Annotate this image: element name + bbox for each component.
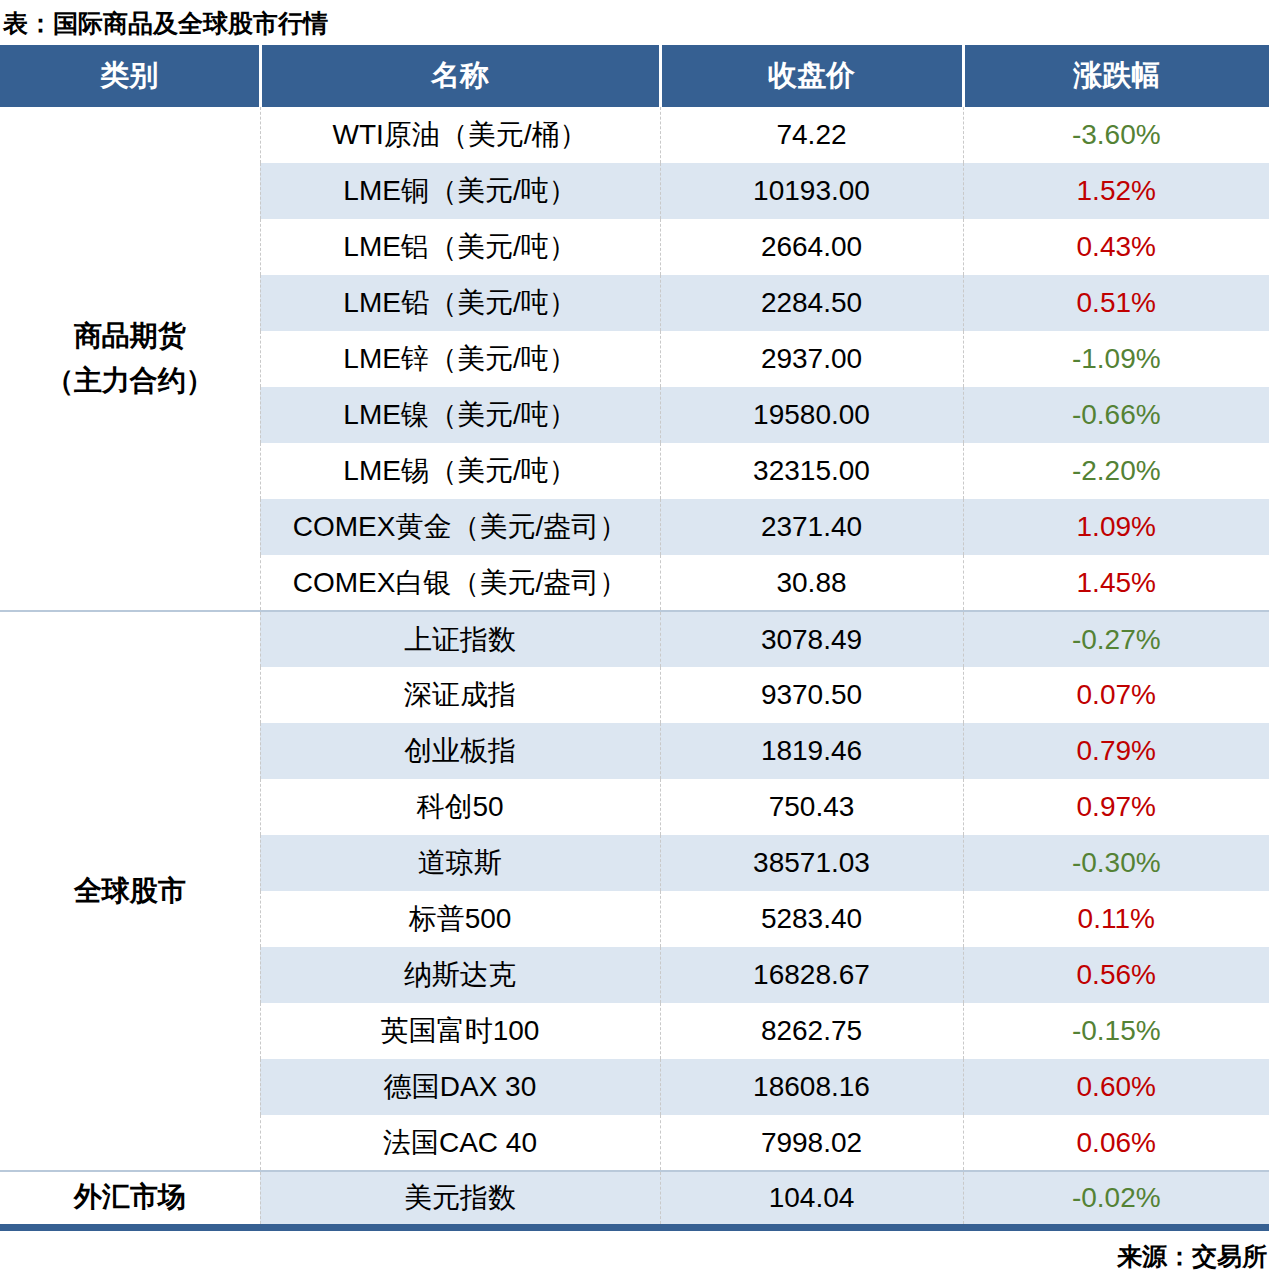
close-cell: 30.88 [660,555,963,611]
source-note: 来源：交易所 [0,1231,1269,1279]
market-table: 类别 名称 收盘价 涨跌幅 商品期货 （主力合约）WTI原油（美元/桶）74.2… [0,45,1269,1231]
change-cell: -0.27% [963,611,1269,667]
name-cell: 英国富时100 [260,1003,660,1059]
change-cell: 1.45% [963,555,1269,611]
name-cell: LME锌（美元/吨） [260,331,660,387]
change-cell: 1.09% [963,499,1269,555]
change-cell: 0.51% [963,275,1269,331]
close-cell: 38571.03 [660,835,963,891]
table-body: 商品期货 （主力合约）WTI原油（美元/桶）74.22-3.60%LME铜（美元… [0,107,1269,1227]
name-cell: 美元指数 [260,1171,660,1227]
category-cell: 全球股市 [0,611,260,1171]
close-cell: 9370.50 [660,667,963,723]
table-row: 全球股市上证指数3078.49-0.27% [0,611,1269,667]
change-cell: -2.20% [963,443,1269,499]
header-close: 收盘价 [660,45,963,107]
name-cell: LME锡（美元/吨） [260,443,660,499]
name-cell: LME镍（美元/吨） [260,387,660,443]
change-cell: -0.15% [963,1003,1269,1059]
change-cell: 0.11% [963,891,1269,947]
change-cell: -3.60% [963,107,1269,163]
header-row: 类别 名称 收盘价 涨跌幅 [0,45,1269,107]
header-category: 类别 [0,45,260,107]
change-cell: 0.07% [963,667,1269,723]
change-cell: 0.06% [963,1115,1269,1171]
change-cell: 0.97% [963,779,1269,835]
close-cell: 2284.50 [660,275,963,331]
close-cell: 104.04 [660,1171,963,1227]
change-cell: -0.30% [963,835,1269,891]
name-cell: LME铅（美元/吨） [260,275,660,331]
change-cell: 0.43% [963,219,1269,275]
name-cell: 纳斯达克 [260,947,660,1003]
name-cell: LME铝（美元/吨） [260,219,660,275]
change-cell: 0.60% [963,1059,1269,1115]
name-cell: 创业板指 [260,723,660,779]
close-cell: 10193.00 [660,163,963,219]
close-cell: 32315.00 [660,443,963,499]
close-cell: 8262.75 [660,1003,963,1059]
header-name: 名称 [260,45,660,107]
close-cell: 16828.67 [660,947,963,1003]
name-cell: 标普500 [260,891,660,947]
name-cell: 科创50 [260,779,660,835]
close-cell: 750.43 [660,779,963,835]
close-cell: 5283.40 [660,891,963,947]
name-cell: COMEX白银（美元/盎司） [260,555,660,611]
table-row: 外汇市场美元指数104.04-0.02% [0,1171,1269,1227]
close-cell: 18608.16 [660,1059,963,1115]
name-cell: 道琼斯 [260,835,660,891]
category-cell: 外汇市场 [0,1171,260,1227]
close-cell: 3078.49 [660,611,963,667]
change-cell: 0.79% [963,723,1269,779]
close-cell: 2664.00 [660,219,963,275]
name-cell: 法国CAC 40 [260,1115,660,1171]
page-title: 表：国际商品及全球股市行情 [0,0,1269,45]
name-cell: 深证成指 [260,667,660,723]
change-cell: 0.56% [963,947,1269,1003]
close-cell: 74.22 [660,107,963,163]
table-row: 商品期货 （主力合约）WTI原油（美元/桶）74.22-3.60% [0,107,1269,163]
name-cell: 上证指数 [260,611,660,667]
category-cell: 商品期货 （主力合约） [0,107,260,611]
close-cell: 2371.40 [660,499,963,555]
change-cell: -0.66% [963,387,1269,443]
close-cell: 2937.00 [660,331,963,387]
name-cell: LME铜（美元/吨） [260,163,660,219]
name-cell: WTI原油（美元/桶） [260,107,660,163]
close-cell: 7998.02 [660,1115,963,1171]
close-cell: 1819.46 [660,723,963,779]
change-cell: -1.09% [963,331,1269,387]
close-cell: 19580.00 [660,387,963,443]
change-cell: 1.52% [963,163,1269,219]
name-cell: COMEX黄金（美元/盎司） [260,499,660,555]
change-cell: -0.02% [963,1171,1269,1227]
header-change: 涨跌幅 [963,45,1269,107]
name-cell: 德国DAX 30 [260,1059,660,1115]
